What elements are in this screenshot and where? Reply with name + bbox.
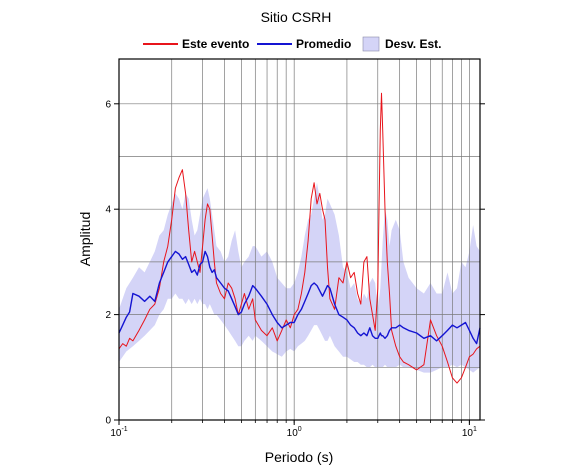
y-tick-label: 6 (105, 99, 111, 110)
y-tick-label: 0 (105, 416, 111, 427)
x-axis-label: Periodo (s) (265, 449, 333, 465)
x-tick-label: 10-1 (110, 426, 127, 439)
std-dev-band (119, 182, 480, 373)
y-tick-label: 2 (105, 310, 111, 321)
legend-label-band: Desv. Est. (385, 37, 441, 51)
legend: Este evento Promedio Desv. Est. (143, 36, 441, 52)
series-line-event (118, 92, 481, 384)
chart-title: Sitio CSRH (261, 9, 332, 25)
plot-frame (118, 58, 481, 421)
legend-label-mean: Promedio (296, 37, 351, 51)
y-tick-label: 4 (105, 205, 111, 216)
series-line-mean (118, 250, 481, 345)
y-axis-label: Amplitud (77, 212, 93, 266)
legend-swatch-band (362, 36, 380, 52)
x-tick-label: 101 (462, 426, 477, 439)
legend-label-event: Este evento (182, 37, 249, 51)
x-tick-label: 100 (287, 426, 302, 439)
